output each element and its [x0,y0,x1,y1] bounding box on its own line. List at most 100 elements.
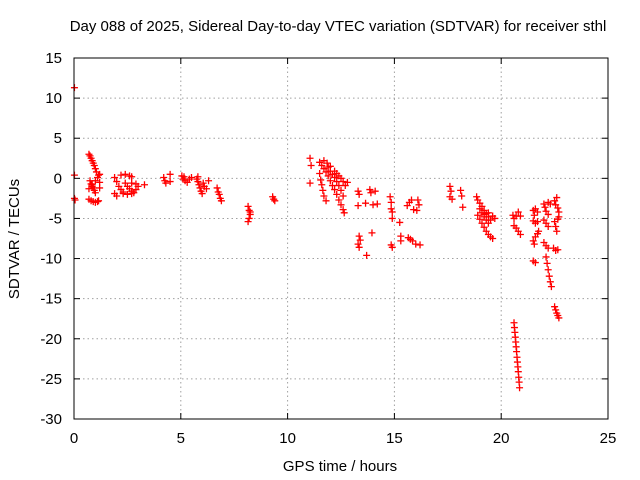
data-point [480,223,488,231]
data-point [457,186,465,194]
y-tick-label: 5 [54,130,62,147]
data-point [335,196,343,204]
data-point [484,219,492,227]
data-point [363,251,371,259]
x-tick-label: 0 [70,430,78,447]
data-point [388,243,396,251]
data-point [448,195,456,203]
data-point [317,176,325,184]
data-point [473,193,481,201]
data-point [534,218,542,226]
data-point [371,187,379,195]
y-axis-label: SDTVAR / TECUs [6,179,23,299]
data-point [195,181,203,189]
data-point [316,170,324,178]
y-tick-label: -5 [49,210,62,227]
data-point [198,190,206,198]
data-point [123,190,131,198]
data-point [340,209,348,217]
data-point [388,214,396,222]
data-point [322,168,330,176]
data-point [337,186,345,194]
data-point [337,201,345,209]
data-point [246,208,254,216]
data-point [415,201,423,209]
data-point [199,179,207,187]
data-point [542,253,550,261]
data-point [509,211,517,219]
data-point [373,200,381,208]
data-point [318,181,326,189]
data-point [544,210,552,218]
data-point [111,174,119,182]
data-point [85,150,93,158]
data-point [217,197,225,205]
data-point [339,178,347,186]
data-point [113,192,121,200]
data-point [328,182,336,190]
data-point [128,173,136,181]
data-point [331,174,339,182]
data-point [121,170,129,178]
data-point [270,195,278,203]
data-point [551,303,559,311]
data-point [196,184,204,192]
x-tick-label: 5 [177,430,185,447]
x-tick-label: 20 [493,430,510,447]
data-point [416,241,424,249]
data-point [554,204,562,212]
data-point [414,196,422,204]
x-tick-label: 25 [600,430,617,447]
data-point [529,237,537,245]
data-point [476,215,484,223]
data-point [530,211,538,219]
data-point [306,154,314,162]
data-point [90,161,98,169]
data-point [202,185,210,193]
data-point [478,219,486,227]
data-point [553,227,561,235]
data-point [326,177,334,185]
data-point [324,172,332,180]
data-point [306,179,314,187]
data-point [213,184,221,192]
data-point [368,229,376,237]
data-point [354,187,362,195]
data-point [553,194,561,202]
data-point [323,159,331,167]
data-point [534,208,542,216]
plot-frame [73,57,609,420]
data-point [85,185,93,193]
data-point [132,180,140,188]
data-point [320,192,328,200]
data-point [458,192,466,200]
data-point [516,384,524,392]
data-point [459,203,467,211]
data-point [514,208,522,216]
data-point [354,240,362,248]
data-point [447,187,455,195]
axis-ticks [73,57,609,420]
data-point [162,179,170,187]
data-point [367,189,375,197]
data-point [355,232,363,240]
data-point [555,213,563,221]
data-point [244,202,252,210]
y-tick-label: 0 [54,170,62,187]
data-point [194,173,202,181]
data-point [530,240,538,248]
data-point [355,243,363,251]
y-tick-label: -30 [40,411,62,428]
data-point [128,190,136,198]
data-point [322,197,330,205]
x-axis-label: GPS time / hours [283,458,397,475]
data-point [552,222,560,230]
data-point [409,237,417,245]
chart-title: Day 088 of 2025, Sidereal Day-to-day VTE… [70,18,607,35]
data-point [555,314,563,322]
data-points [70,84,563,392]
data-point [215,190,223,198]
y-tick-label: -25 [40,371,62,388]
x-tick-label: 10 [279,430,296,447]
data-point [546,278,554,286]
